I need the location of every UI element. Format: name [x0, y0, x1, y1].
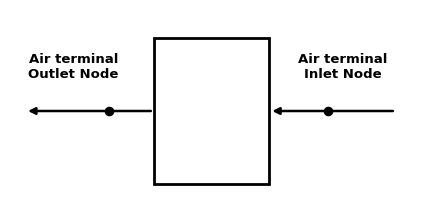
Point [325, 109, 332, 113]
Point [106, 109, 113, 113]
Text: Air terminal
Outlet Node: Air terminal Outlet Node [29, 53, 119, 81]
Text: Air terminal
Inlet Node: Air terminal Inlet Node [298, 53, 388, 81]
Bar [154, 38, 269, 184]
